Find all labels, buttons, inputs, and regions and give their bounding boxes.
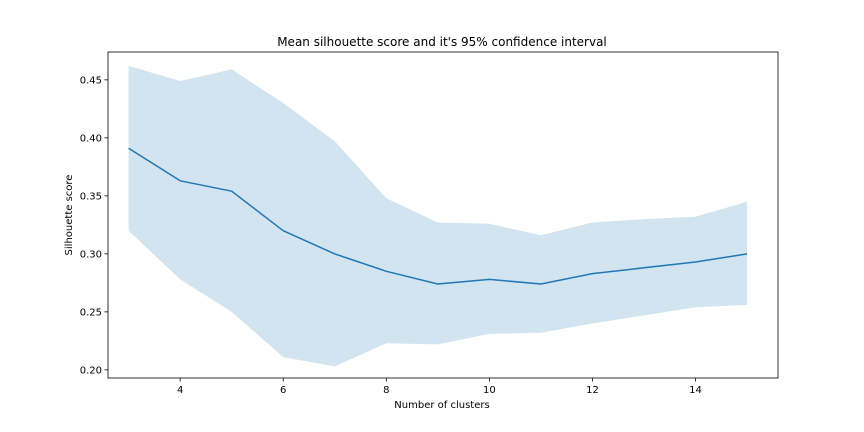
mean-score-line xyxy=(128,147,748,285)
x-tick-label: 10 xyxy=(483,385,496,396)
y-axis-label: Silhouette score xyxy=(64,175,75,256)
x-axis-label: Number of clusters xyxy=(394,400,489,411)
x-tick-label: 8 xyxy=(383,385,389,396)
y-tick-label: 0.35 xyxy=(80,191,102,202)
x-tick-label: 12 xyxy=(586,385,599,396)
y-tick-label: 0.40 xyxy=(80,133,102,144)
plot-frame xyxy=(107,51,779,379)
y-tick-label: 0.20 xyxy=(80,365,102,376)
y-tick-label: 0.25 xyxy=(80,307,102,318)
confidence-band xyxy=(128,65,748,367)
x-tick-label: 6 xyxy=(280,385,286,396)
plot-area: 4 6 8 10 12 14 0.20 0.25 0.30 0.35 0.40 0.45 xyxy=(80,51,779,396)
x-tick-label: 14 xyxy=(689,385,702,396)
x-tick-label: 4 xyxy=(177,385,183,396)
chart-title: Mean silhouette score and it's 95% confi… xyxy=(277,35,607,49)
y-tick-label: 0.30 xyxy=(80,249,102,260)
y-tick-label: 0.45 xyxy=(80,75,102,86)
